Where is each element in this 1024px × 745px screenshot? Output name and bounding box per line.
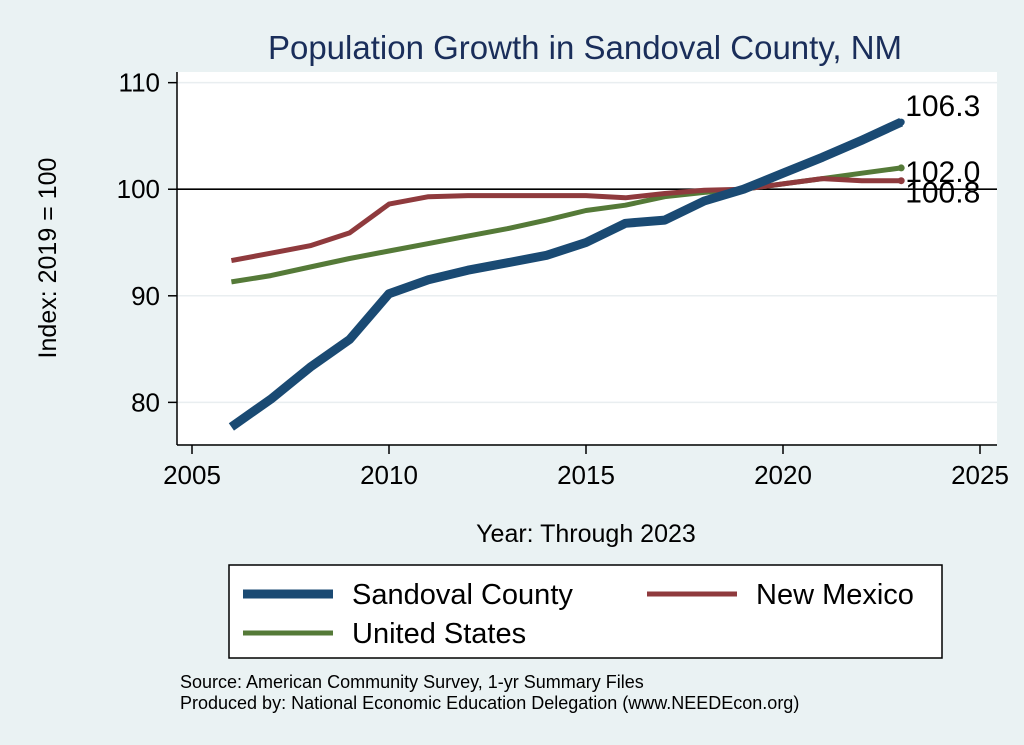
x-tick-label: 2025 [951, 460, 1009, 490]
legend-label-new-mexico: New Mexico [756, 579, 914, 611]
end-label-sandoval-county: 106.3 [905, 90, 980, 123]
y-tick-label: 80 [131, 387, 160, 417]
end-label-new-mexico: 100.8 [905, 177, 980, 210]
y-tick-label: 100 [117, 174, 160, 204]
series-line-new-mexico [230, 176, 902, 264]
x-tick-label: 2015 [557, 460, 615, 490]
series-group [228, 118, 905, 431]
axis-ticks: 80 90 100 110 2005 2010 2015 2020 2025 [117, 68, 1009, 490]
x-tick-label: 2020 [754, 460, 812, 490]
end-label-united-states: 102.0 [905, 156, 980, 189]
plot-area [177, 72, 997, 444]
legend-label-sandoval: Sandoval County [352, 579, 573, 611]
x-tick-label: 2010 [360, 460, 418, 490]
legend-box [228, 564, 943, 659]
series-line-sandoval-county [228, 118, 904, 431]
producer-note: Produced by: National Economic Education… [180, 693, 799, 713]
chart-title: Population Growth in Sandoval County, NM [268, 29, 902, 66]
y-tick-label: 110 [119, 68, 160, 98]
source-note: Source: American Community Survey, 1-yr … [180, 672, 644, 692]
endpoint-marker-sandoval-county [897, 118, 905, 126]
endpoint-marker-united-states [897, 164, 905, 172]
x-tick-label: 2005 [163, 460, 221, 490]
legend: Sandoval County New Mexico United States [228, 564, 943, 659]
legend-label-united-states: United States [352, 618, 526, 650]
y-axis-title: Index: 2019 = 100 [34, 158, 62, 359]
x-axis-title: Year: Through 2023 [476, 520, 696, 548]
endpoint-marker-new-mexico [897, 177, 905, 185]
y-tick-label: 90 [131, 281, 160, 311]
